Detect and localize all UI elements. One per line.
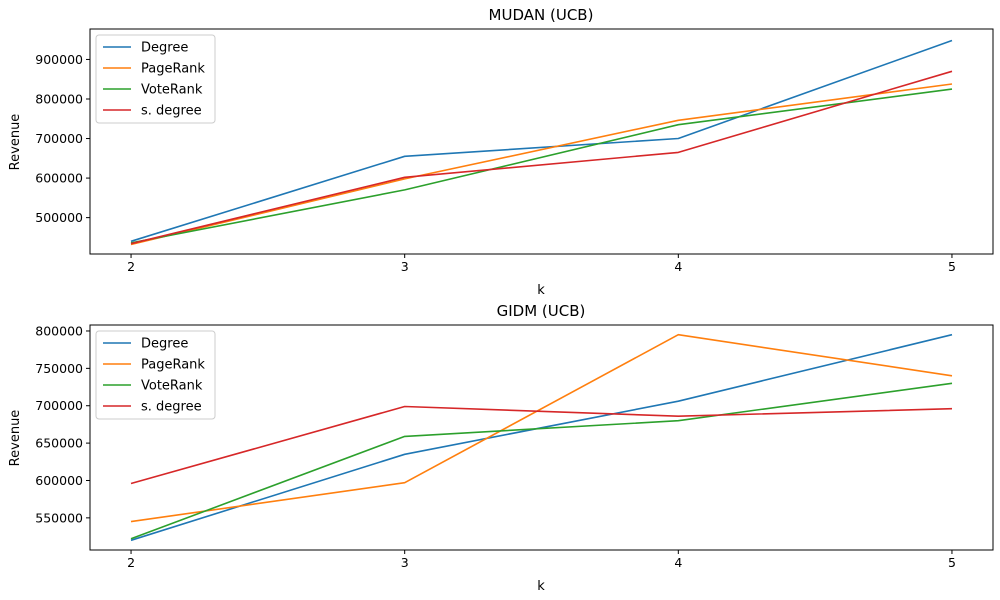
legend-box	[95, 330, 216, 420]
legend: Degree PageRank VoteRank s. degree	[95, 330, 216, 420]
y-tick-label: 600000	[35, 473, 83, 488]
y-tick-label: 500000	[35, 210, 83, 225]
chart-title: GIDM (UCB)	[497, 302, 586, 320]
x-tick-label: 2	[127, 555, 135, 570]
x-tick-label: 5	[948, 555, 956, 570]
series-line-s-degree	[130, 405, 953, 485]
x-tick-label: 3	[401, 555, 409, 570]
x-axis-label: k	[537, 579, 545, 594]
y-tick-label: 600000	[35, 171, 83, 186]
legend-label: Degree	[141, 41, 188, 56]
legend: Degree PageRank VoteRank s. degree	[95, 34, 216, 124]
series-line-voterank	[130, 88, 953, 244]
plot-frame	[89, 28, 994, 255]
x-tick-label: 4	[674, 259, 682, 274]
series-line-s-degree	[130, 70, 953, 245]
series-line-degree	[130, 333, 953, 542]
legend-label: s. degree	[141, 400, 202, 415]
chart-panel-gidm: GIDM (UCB) k Revenue 2 3 4 5 550000 600000 650…	[8, 302, 994, 594]
series-line-degree	[130, 39, 953, 243]
y-tick-label: 650000	[35, 436, 83, 451]
y-tick-label: 750000	[35, 361, 83, 376]
legend-box	[95, 34, 216, 124]
x-tick-label: 2	[127, 259, 135, 274]
x-tick-label: 3	[401, 259, 409, 274]
legend-label: PageRank	[141, 358, 205, 373]
series-line-pagerank	[130, 83, 953, 246]
series-line-pagerank	[130, 333, 953, 523]
x-tick-label: 4	[674, 555, 682, 570]
y-axis-label: Revenue	[8, 114, 23, 171]
chart-panel-mudan: MUDAN (UCB) k Revenue 2 3 4 5 500000 600000 70…	[8, 6, 994, 298]
y-tick-label: 700000	[35, 131, 83, 146]
x-tick-label: 5	[948, 259, 956, 274]
y-tick-label: 800000	[35, 91, 83, 106]
series-line-voterank	[130, 382, 953, 540]
x-axis-label: k	[537, 283, 545, 298]
y-tick-label: 700000	[35, 398, 83, 413]
chart-title: MUDAN (UCB)	[489, 6, 594, 24]
legend-label: VoteRank	[141, 379, 203, 394]
legend-label: s. degree	[141, 104, 202, 119]
legend-label: PageRank	[141, 62, 205, 77]
plot-frame	[89, 324, 994, 551]
legend-label: VoteRank	[141, 83, 203, 98]
y-tick-label: 900000	[35, 52, 83, 67]
y-axis-label: Revenue	[8, 410, 23, 467]
legend-label: Degree	[141, 337, 188, 352]
y-tick-label: 800000	[35, 323, 83, 338]
y-tick-label: 550000	[35, 510, 83, 525]
